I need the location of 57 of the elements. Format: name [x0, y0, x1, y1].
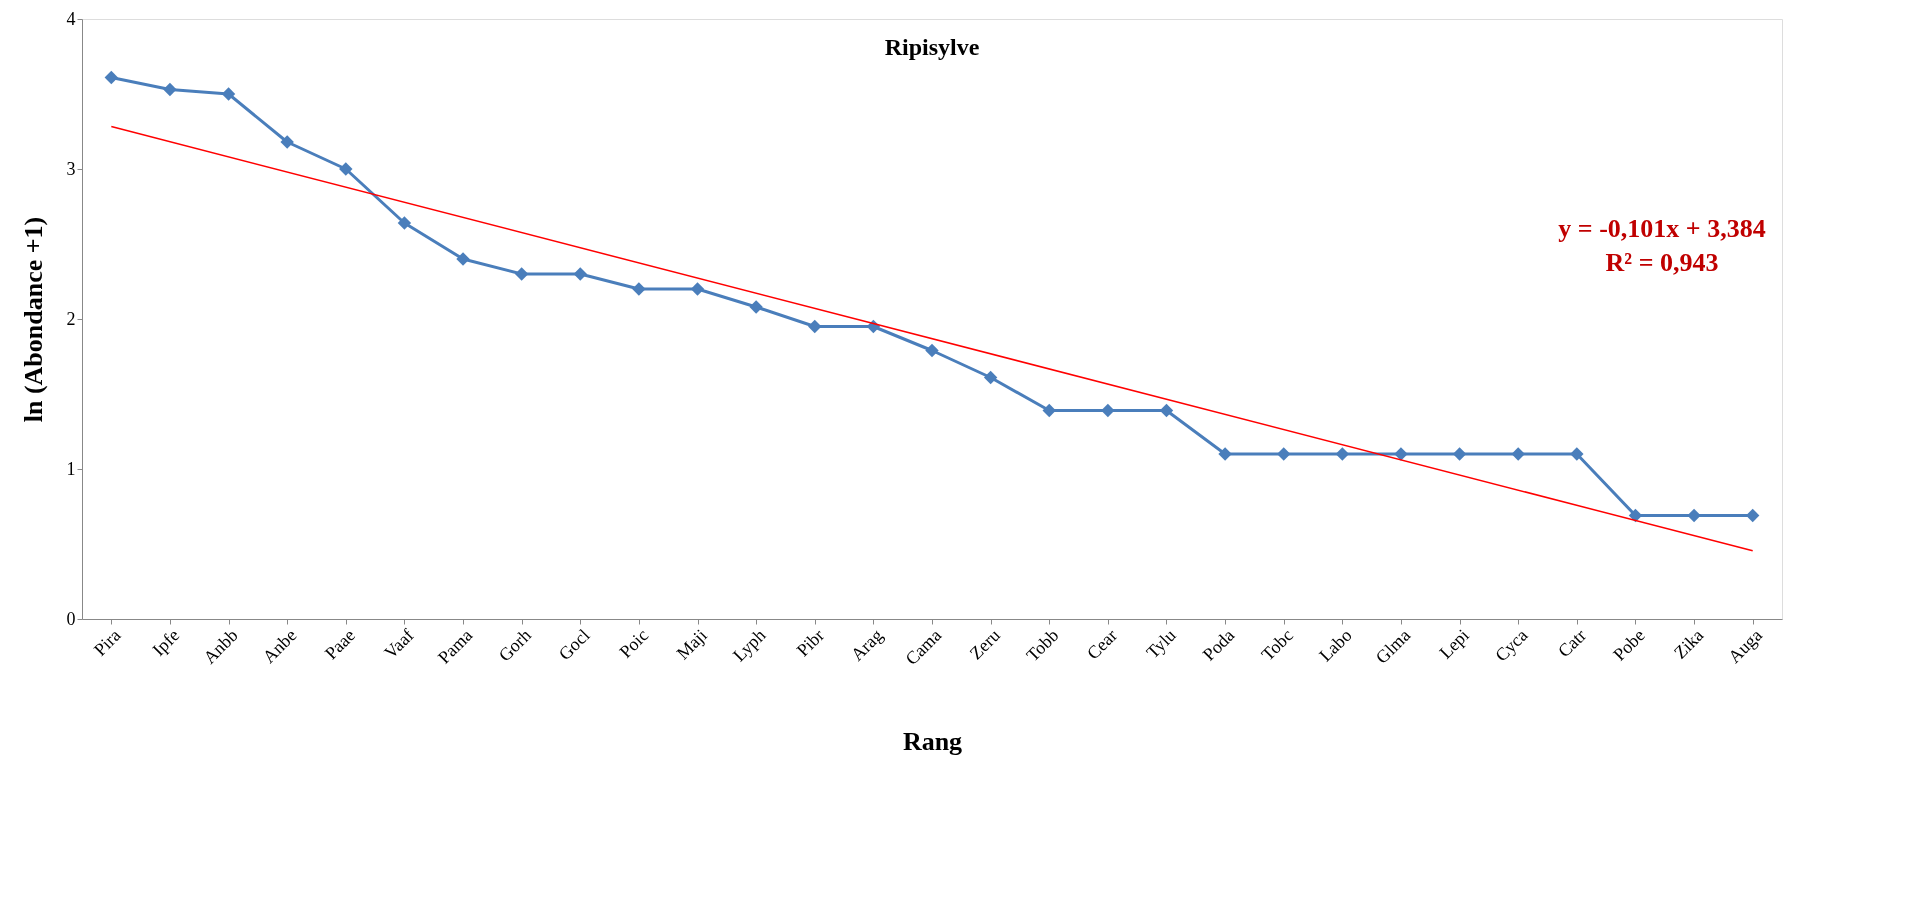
x-tick-label: Poda [1198, 625, 1239, 665]
x-tick-label: Gorh [494, 625, 535, 666]
point [280, 135, 294, 149]
x-tick-label: Tobc [1257, 625, 1297, 665]
x-tick-label: Gocl [554, 625, 594, 664]
x-axis-title: Rang [902, 726, 963, 756]
x-tick-label: Poic [615, 625, 653, 662]
y-tick-label: 4 [66, 8, 76, 29]
x-tick-label: Zika [1669, 625, 1708, 663]
x-tick-label: Pibr [792, 625, 828, 661]
x-tick-label: Pobe [1609, 625, 1649, 665]
point [808, 319, 822, 334]
y-axis-title: ln (Abondance +1) [18, 216, 48, 423]
point [1159, 403, 1174, 418]
point [573, 267, 587, 281]
x-tick-label: Ipfe [148, 625, 184, 660]
point [163, 82, 177, 97]
x-tick-label: Cyca [1491, 625, 1532, 666]
x-tick-label: Lyph [729, 625, 770, 666]
point [749, 300, 763, 314]
point [1687, 508, 1701, 523]
point [1042, 403, 1056, 418]
y-tick-label: 1 [66, 458, 76, 479]
point [514, 267, 529, 281]
point [1511, 447, 1525, 461]
point [221, 87, 236, 101]
annotation: y = -0,101x + 3,384 [1558, 214, 1766, 243]
x-tick-label: Pira [89, 625, 125, 660]
x-tick-label: Vaaf [380, 625, 418, 663]
point [1394, 447, 1408, 461]
point [104, 70, 119, 85]
text: Ripisylve [884, 34, 980, 60]
x-tick-label: Cear [1082, 625, 1122, 664]
y-tick-label: 0 [66, 608, 76, 629]
point [1745, 508, 1760, 523]
point [632, 282, 646, 296]
point [1218, 447, 1232, 461]
x-tick-label: Zeru [965, 625, 1004, 664]
x-tick-label: Paae [320, 625, 360, 664]
point [339, 162, 353, 176]
point [925, 343, 939, 358]
point [983, 370, 998, 385]
point [1570, 447, 1584, 461]
y-tick-label: 2 [66, 308, 76, 329]
annotation: R² = 0,943 [1605, 248, 1719, 277]
x-tick-label: Catr [1553, 625, 1591, 662]
x-tick-label: Tobb [1022, 625, 1063, 666]
point [397, 216, 412, 230]
point [1101, 403, 1115, 418]
point [1452, 447, 1467, 461]
x-tick-label: Tylu [1142, 625, 1180, 663]
point [690, 282, 705, 296]
point [1277, 447, 1291, 461]
point [1335, 447, 1350, 461]
y-tick-label: 3 [66, 158, 76, 179]
x-tick-label: Labo [1315, 625, 1356, 666]
point [456, 252, 470, 266]
